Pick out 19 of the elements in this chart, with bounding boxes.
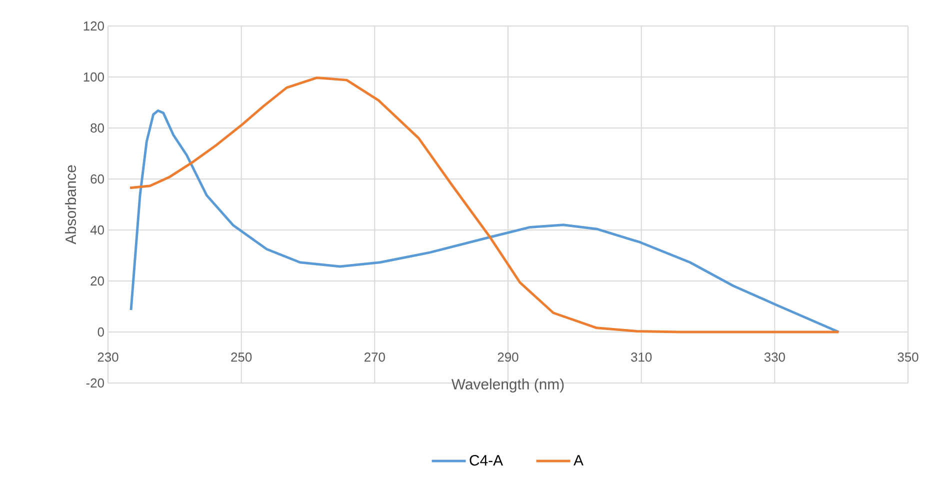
- y-tick-label: -20: [86, 378, 104, 388]
- y-tick-label: 40: [90, 225, 104, 235]
- x-tick-label: 310: [631, 352, 652, 362]
- x-tick-label: 330: [764, 352, 785, 362]
- x-tick-label: 270: [364, 352, 385, 362]
- x-tick-label: 350: [898, 352, 918, 362]
- x-tick-label: 250: [231, 352, 252, 362]
- x-tick-label: 290: [498, 352, 518, 362]
- y-axis-title: Absorbance: [65, 165, 76, 244]
- x-axis-title: Wavelength (nm): [451, 378, 564, 392]
- y-tick-label: 20: [90, 276, 104, 286]
- legend-label: C4-A: [470, 455, 504, 466]
- y-tick-label: 100: [84, 72, 104, 82]
- y-tick-label: 60: [90, 174, 104, 184]
- x-tick-label: 230: [98, 352, 118, 362]
- y-tick-label: 120: [84, 21, 104, 31]
- y-tick-label: 0: [98, 327, 104, 337]
- legend-label: A: [574, 455, 584, 466]
- y-tick-label: 80: [90, 123, 104, 133]
